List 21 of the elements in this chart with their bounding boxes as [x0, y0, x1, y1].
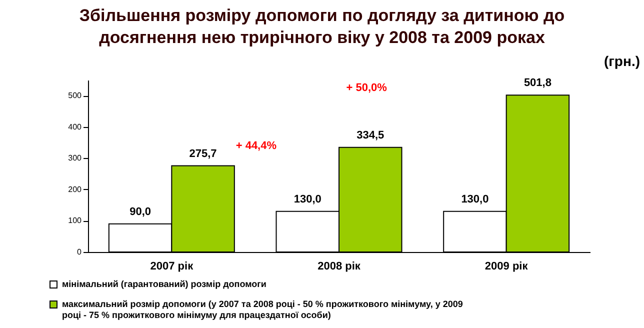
x-tick-label: 2007 рік — [150, 260, 194, 272]
x-tick-label: 2009 рік — [484, 260, 528, 272]
y-tick-label: 0 — [77, 248, 82, 256]
annotation: + 50,0% — [346, 82, 388, 94]
y-tick-label: 500 — [68, 91, 82, 100]
data-label: 130,0 — [461, 193, 489, 206]
annotation: + 44,4% — [236, 140, 277, 152]
y-tick-label: 200 — [68, 184, 82, 194]
data-label: 275,7 — [189, 148, 217, 160]
legend-label: мінімальний (гарантований) розмір допомоги — [62, 279, 266, 289]
data-label: 334,5 — [356, 129, 384, 142]
x-tick-label: 2008 рік — [318, 260, 361, 272]
data-label: 501,8 — [524, 77, 552, 90]
y-axis-title: (грн.) — [604, 53, 640, 69]
y-tick-label: 400 — [68, 122, 82, 132]
legend-label: максимальний розмір допомоги (у 2007 та 2008 році - 50 % прожиткового мінімуму, у 2009 році - 75 % прожиткового мінімуму для працездатної особи) — [62, 299, 463, 320]
chart-title: Збільшення розміру допомоги по догляду за дитиною до досягнення нею трирічного віку у 2008 та 2009 роках — [79, 6, 565, 47]
y-tick-label: 100 — [68, 216, 82, 226]
data-label: 130,0 — [294, 193, 322, 206]
data-label: 90,0 — [130, 206, 152, 218]
y-tick-label: 300 — [68, 154, 82, 163]
